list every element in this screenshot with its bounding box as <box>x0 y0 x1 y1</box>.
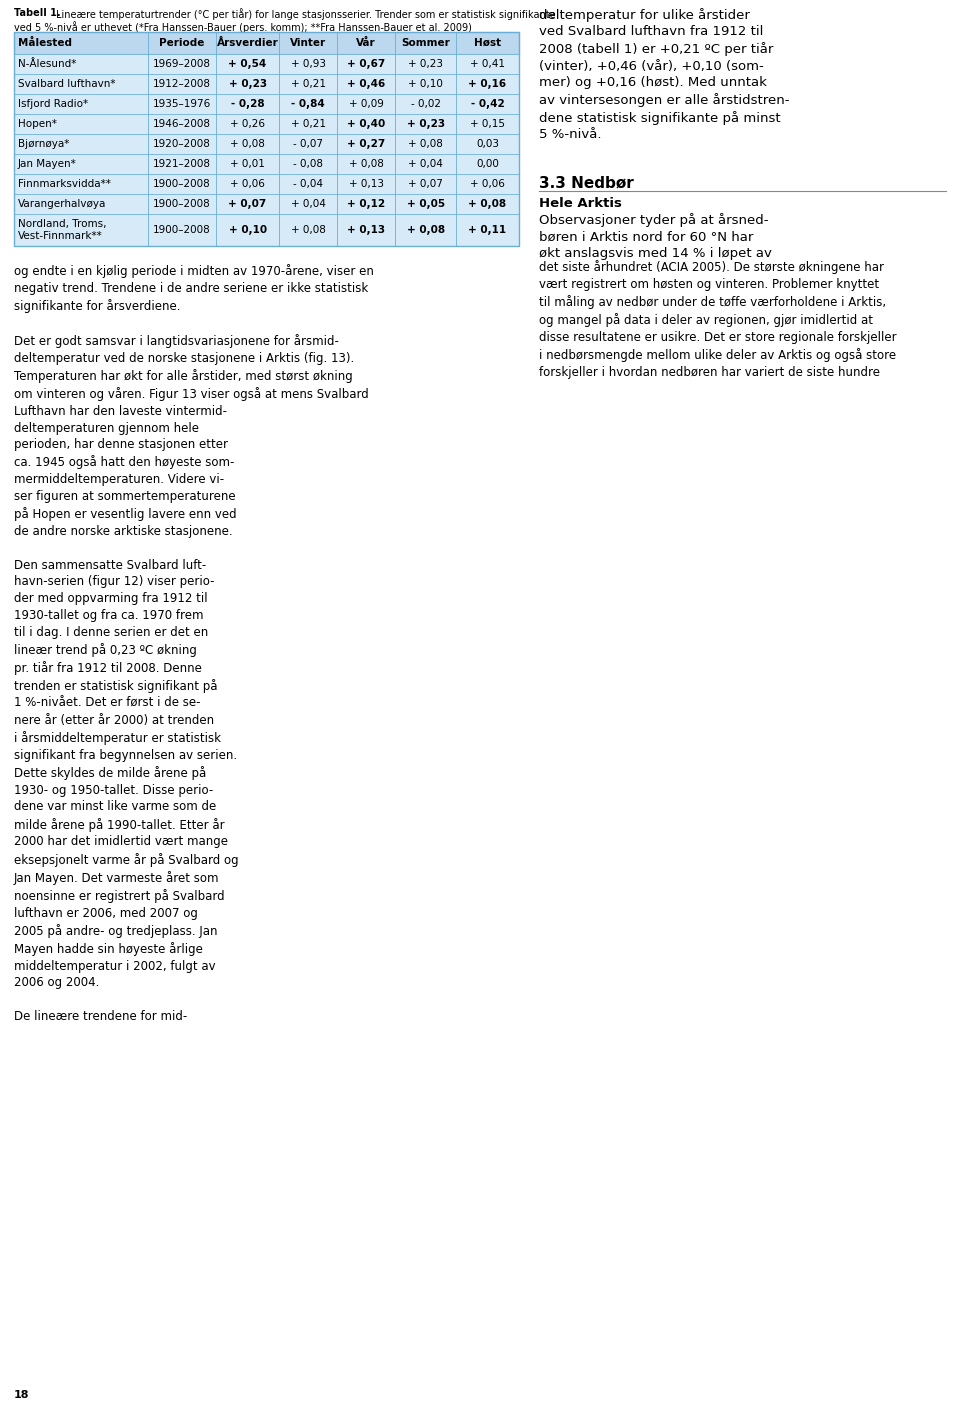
Text: 1920–2008: 1920–2008 <box>153 139 211 149</box>
Text: + 0,09: + 0,09 <box>348 99 384 109</box>
Text: + 0,67: + 0,67 <box>348 59 385 69</box>
Text: N-Ålesund*: N-Ålesund* <box>18 59 77 69</box>
Text: + 0,13: + 0,13 <box>348 226 385 235</box>
Text: deltemperatur for ulike årstider
ved Svalbard lufthavn fra 1912 til
2008 (tabell: deltemperatur for ulike årstider ved Sva… <box>539 8 789 142</box>
Bar <box>14 32 519 247</box>
Text: 1946–2008: 1946–2008 <box>153 119 211 129</box>
Text: + 0,54: + 0,54 <box>228 59 267 69</box>
Text: Nordland, Troms,
Vest-Finnmark**: Nordland, Troms, Vest-Finnmark** <box>18 219 107 241</box>
Text: + 0,23: + 0,23 <box>406 119 444 129</box>
Bar <box>14 74 519 94</box>
Text: - 0,08: - 0,08 <box>293 158 324 170</box>
Bar <box>14 214 519 247</box>
Text: + 0,21: + 0,21 <box>291 119 325 129</box>
Text: Vinter: Vinter <box>290 38 326 48</box>
Text: - 0,84: - 0,84 <box>291 99 325 109</box>
Text: - 0,04: - 0,04 <box>293 179 324 189</box>
Text: + 0,27: + 0,27 <box>348 139 385 149</box>
Text: 18: 18 <box>14 1390 30 1400</box>
Bar <box>14 154 519 174</box>
Text: + 0,23: + 0,23 <box>408 59 444 69</box>
Text: 1900–2008: 1900–2008 <box>153 199 211 209</box>
Text: + 0,11: + 0,11 <box>468 226 507 235</box>
Text: ved 5 %-nivå er uthevet (*Fra Hanssen-Bauer (pers. komm); **Fra Hanssen-Bauer et: ved 5 %-nivå er uthevet (*Fra Hanssen-Ba… <box>14 21 472 32</box>
Text: Jan Mayen*: Jan Mayen* <box>18 158 77 170</box>
Text: Sommer: Sommer <box>401 38 450 48</box>
Text: + 0,07: + 0,07 <box>228 199 267 209</box>
Text: + 0,40: + 0,40 <box>348 119 385 129</box>
Text: + 0,08: + 0,08 <box>406 226 444 235</box>
Text: 1935–1976: 1935–1976 <box>153 99 211 109</box>
Text: + 0,46: + 0,46 <box>348 78 385 90</box>
Bar <box>14 113 519 134</box>
Text: 1921–2008: 1921–2008 <box>153 158 211 170</box>
Text: - 0,28: - 0,28 <box>230 99 264 109</box>
Text: Hopen*: Hopen* <box>18 119 57 129</box>
Text: + 0,26: + 0,26 <box>230 119 265 129</box>
Text: + 0,04: + 0,04 <box>408 158 443 170</box>
Text: + 0,08: + 0,08 <box>230 139 265 149</box>
Text: Bjørnøya*: Bjørnøya* <box>18 139 69 149</box>
Bar <box>14 174 519 193</box>
Text: Årsverdier: Årsverdier <box>217 38 278 48</box>
Text: + 0,06: + 0,06 <box>470 179 505 189</box>
Text: 3.3 Nedbør: 3.3 Nedbør <box>539 175 634 191</box>
Text: det siste århundret (ACIA 2005). De største økningene har
vært registrert om høs: det siste århundret (ACIA 2005). De stør… <box>539 261 897 378</box>
Text: + 0,13: + 0,13 <box>348 179 384 189</box>
Text: + 0,05: + 0,05 <box>406 199 444 209</box>
Text: + 0,01: + 0,01 <box>230 158 265 170</box>
Bar <box>14 94 519 113</box>
Text: Finnmarksvidda**: Finnmarksvidda** <box>18 179 110 189</box>
Text: Svalbard lufthavn*: Svalbard lufthavn* <box>18 78 115 90</box>
Text: Høst: Høst <box>474 38 501 48</box>
Text: + 0,07: + 0,07 <box>408 179 443 189</box>
Text: 0,00: 0,00 <box>476 158 499 170</box>
Text: 1912–2008: 1912–2008 <box>153 78 211 90</box>
Text: + 0,10: + 0,10 <box>228 226 267 235</box>
Text: Vår: Vår <box>356 38 376 48</box>
Text: + 0,93: + 0,93 <box>291 59 325 69</box>
Bar <box>14 134 519 154</box>
Text: + 0,08: + 0,08 <box>408 139 443 149</box>
Text: + 0,10: + 0,10 <box>408 78 443 90</box>
Text: Isfjord Radio*: Isfjord Radio* <box>18 99 88 109</box>
Text: Varangerhalvøya: Varangerhalvøya <box>18 199 107 209</box>
Text: Hele Arktis: Hele Arktis <box>539 198 622 210</box>
Text: + 0,06: + 0,06 <box>230 179 265 189</box>
Text: - 0,42: - 0,42 <box>470 99 504 109</box>
Text: + 0,15: + 0,15 <box>470 119 505 129</box>
Text: + 0,23: + 0,23 <box>228 78 267 90</box>
Text: 1969–2008: 1969–2008 <box>153 59 211 69</box>
Text: + 0,08: + 0,08 <box>468 199 507 209</box>
Text: Observasjoner tyder på at årsned-
børen i Arktis nord for 60 °N har
økt anslagsv: Observasjoner tyder på at årsned- børen … <box>539 213 772 261</box>
Bar <box>14 32 519 55</box>
Text: Periode: Periode <box>159 38 204 48</box>
Bar <box>14 193 519 214</box>
Text: + 0,12: + 0,12 <box>348 199 385 209</box>
Text: Lineære temperaturtrender (°C per tiår) for lange stasjonsserier. Trender som er: Lineære temperaturtrender (°C per tiår) … <box>56 8 556 20</box>
Text: + 0,04: + 0,04 <box>291 199 325 209</box>
Text: - 0,02: - 0,02 <box>411 99 441 109</box>
Text: 1900–2008: 1900–2008 <box>153 226 211 235</box>
Text: + 0,16: + 0,16 <box>468 78 507 90</box>
Text: - 0,07: - 0,07 <box>293 139 324 149</box>
Text: + 0,21: + 0,21 <box>291 78 325 90</box>
Text: + 0,41: + 0,41 <box>470 59 505 69</box>
Text: Tabell 1.: Tabell 1. <box>14 8 60 18</box>
Text: og endte i en kjølig periode i midten av 1970-årene, viser en
negativ trend. Tre: og endte i en kjølig periode i midten av… <box>14 263 373 1023</box>
Text: Målested: Målested <box>18 38 72 48</box>
Bar <box>14 55 519 74</box>
Text: 0,03: 0,03 <box>476 139 499 149</box>
Text: + 0,08: + 0,08 <box>348 158 384 170</box>
Text: 1900–2008: 1900–2008 <box>153 179 211 189</box>
Text: + 0,08: + 0,08 <box>291 226 325 235</box>
